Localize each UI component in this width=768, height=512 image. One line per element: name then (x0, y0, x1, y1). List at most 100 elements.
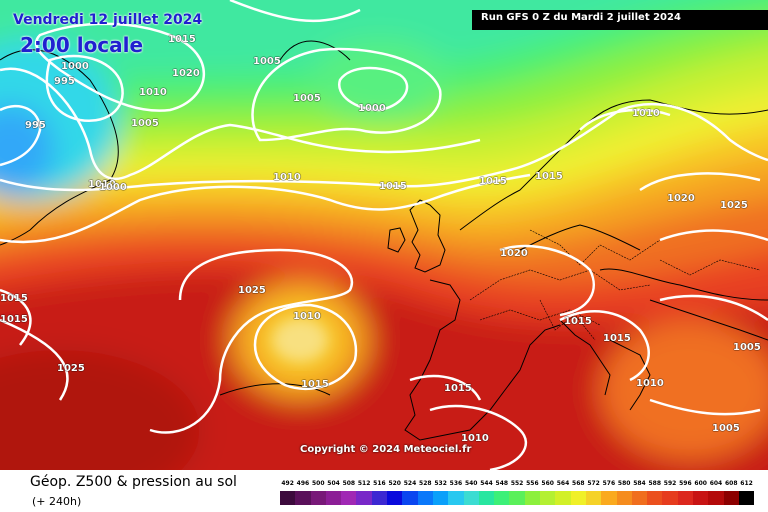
legend-swatch (371, 491, 388, 505)
isobar-label: 1010 (273, 172, 301, 183)
isobar-label: 1015 (0, 314, 28, 325)
isobar-label: 1010 (636, 378, 664, 389)
legend-label: 592 (663, 480, 677, 487)
forecast-date: Vendredi 12 juillet 2024 (13, 12, 203, 28)
legend-swatch (448, 491, 464, 505)
legend-label: 604 (709, 480, 723, 487)
legend-swatch (662, 491, 678, 505)
legend-swatch (693, 491, 709, 505)
isobar-label: 1015 (168, 34, 196, 45)
legend-label: 504 (327, 480, 340, 487)
legend-swatch (463, 491, 479, 505)
isobar-label: 1015 (379, 181, 407, 192)
legend-swatch (280, 491, 296, 505)
isobar-label: 1020 (500, 248, 528, 259)
legend-label: 572 (587, 480, 600, 487)
legend-swatch (631, 491, 648, 505)
legend-swatch (509, 491, 525, 505)
legend-swatch (387, 491, 403, 505)
isobar-label: 1015 (535, 171, 563, 182)
legend-label: 524 (403, 480, 417, 487)
run-banner (472, 10, 768, 30)
isobar-label: 1020 (667, 193, 695, 204)
isobar-label: 1015 (0, 293, 28, 304)
legend-label: 520 (388, 480, 401, 487)
borders (469, 229, 761, 341)
isobar-label: 1015 (603, 333, 631, 344)
isobar-label: 1025 (238, 285, 266, 296)
legend-swatch (402, 491, 418, 505)
legend-swatch (310, 491, 326, 505)
map-canvas (0, 0, 768, 470)
legend-label: 600 (694, 480, 707, 487)
legend-swatch (708, 491, 724, 505)
legend-swatch (341, 491, 357, 505)
run-info: Run GFS 0 Z du Mardi 2 juillet 2024 (481, 12, 681, 23)
isobar-label: 1010 (293, 311, 321, 322)
isobar-label: 1015 (444, 383, 472, 394)
copyright-notice: Copyright © 2024 Meteociel.fr (300, 444, 472, 455)
legend-swatch (616, 491, 632, 505)
forecast-time: 2:00 locale (20, 33, 144, 57)
legend-swatch (647, 491, 663, 505)
legend-swatch (555, 491, 571, 505)
isobars (0, 0, 768, 470)
isobar-label: 1005 (253, 56, 281, 67)
isobar-label: 1015 (479, 176, 507, 187)
isobar-label: 1010 (461, 433, 489, 444)
field-name: Géop. Z500 & pression au sol (30, 474, 237, 490)
legend-swatch (432, 491, 449, 505)
isobar-label: 995 (54, 76, 75, 87)
legend-label: 552 (510, 480, 524, 487)
legend-label: 580 (617, 480, 631, 487)
legend-label: 544 (480, 480, 493, 487)
isobar-label: 1025 (57, 363, 85, 374)
legend-swatch (478, 491, 495, 505)
legend-label: 508 (342, 480, 356, 487)
legend-swatch (325, 491, 342, 505)
legend-label: 584 (633, 480, 646, 487)
isobar-label: 1010 (88, 179, 116, 190)
isobar-label: 1025 (720, 200, 748, 211)
legend-swatch (417, 491, 433, 505)
legend-swatch (494, 491, 510, 505)
legend-label: 608 (724, 480, 738, 487)
legend-label: 492 (281, 480, 294, 487)
legend-label: 500 (311, 480, 325, 487)
legend-label: 612 (740, 480, 753, 487)
legend-label: 532 (434, 480, 447, 487)
isobar-label: 1015 (564, 316, 592, 327)
legend-label: 576 (602, 480, 616, 487)
legend-label: 560 (541, 480, 554, 487)
legend-label: 596 (679, 480, 692, 487)
legend-color-scale (280, 491, 755, 505)
isobar-label: 1010 (632, 108, 660, 119)
legend-label: 516 (373, 480, 386, 487)
isobar-label: 1005 (293, 93, 321, 104)
legend-swatch (540, 491, 556, 505)
legend-swatch (723, 491, 739, 505)
legend-label: 588 (648, 480, 662, 487)
legend-swatch (601, 491, 617, 505)
isobar-label: 995 (25, 120, 46, 131)
legend-swatch (356, 491, 372, 505)
legend-scale-labels: 492 496 500 504 508 512 516 520 524 528 532 536 540 5… (280, 480, 754, 490)
legend-swatch (585, 491, 602, 505)
isobar-label: 1005 (712, 423, 740, 434)
legend-label: 512 (357, 480, 371, 487)
weather-map: Vendredi 12 juillet 2024 2:00 locale Run… (0, 0, 768, 470)
legend-swatch (677, 491, 694, 505)
footer-legend: Géop. Z500 & pression au sol (+ 240h) 49… (0, 470, 768, 512)
isobar-label: 1020 (172, 68, 200, 79)
legend-label: 496 (296, 480, 310, 487)
legend-label: 536 (449, 480, 463, 487)
isobar-label: 1000 (99, 182, 127, 193)
legend-label: 540 (464, 480, 478, 487)
legend-label: 568 (572, 480, 585, 487)
coastlines (0, 40, 768, 441)
legend-label: 556 (526, 480, 539, 487)
legend-swatch (295, 491, 311, 505)
legend-swatch (524, 491, 541, 505)
isobar-label: 1000 (61, 61, 89, 72)
isobar-label: 1015 (301, 379, 329, 390)
